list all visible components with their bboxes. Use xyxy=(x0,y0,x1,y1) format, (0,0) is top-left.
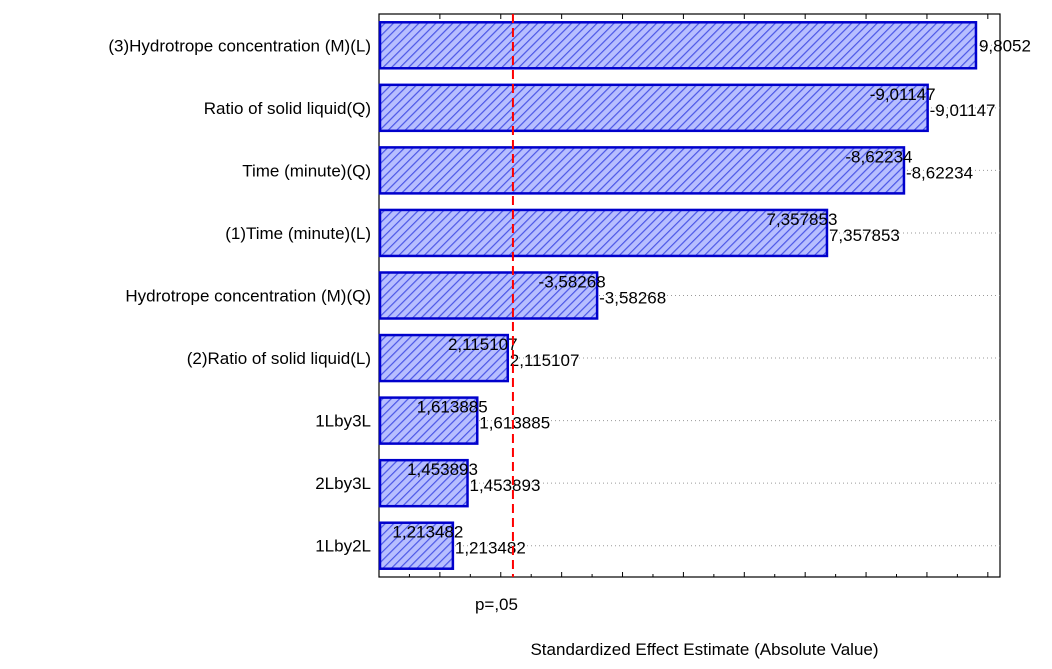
bar xyxy=(378,208,829,258)
category-label: (3)Hydrotrope concentration (M)(L) xyxy=(108,36,371,55)
data-label-top: -3,58268 xyxy=(539,273,606,292)
category-labels: (3)Hydrotrope concentration (M)(L) Ratio … xyxy=(108,36,371,555)
category-label: Ratio of solid liquid(Q) xyxy=(204,99,371,118)
data-label: 9,8052 xyxy=(979,36,1031,55)
data-label-top: -8,62234 xyxy=(845,147,912,166)
category-label: (1)Time (minute)(L) xyxy=(225,224,371,243)
bar xyxy=(378,146,906,195)
data-label-top: 1,213482 xyxy=(392,523,463,542)
category-label: Time (minute)(Q) xyxy=(242,161,371,180)
data-label: -9,01147 xyxy=(930,101,996,120)
bar xyxy=(378,21,978,70)
bar xyxy=(378,333,510,383)
data-label: 1,213482 xyxy=(455,539,526,558)
category-label: 1Lby2L xyxy=(315,537,371,556)
category-label: (2)Ratio of solid liquid(L) xyxy=(187,349,371,368)
data-label-top: 1,453893 xyxy=(407,460,478,479)
data-label-top: 1,613885 xyxy=(417,398,488,417)
x-axis-title: Standardized Effect Estimate (Absolute V… xyxy=(530,640,878,659)
bar xyxy=(378,396,479,445)
bar xyxy=(378,83,929,133)
axis-ticks xyxy=(378,14,989,577)
data-label: 2,115107 xyxy=(510,351,580,370)
significance-label: p=,05 xyxy=(475,595,518,614)
data-label: -8,62234 xyxy=(906,163,973,182)
bar xyxy=(378,521,455,570)
data-label: 1,613885 xyxy=(479,414,550,433)
data-label-top: 2,115107 xyxy=(448,335,518,354)
category-label: Hydrotrope concentration (M)(Q) xyxy=(125,287,371,306)
category-label: 1Lby3L xyxy=(315,412,371,431)
bar xyxy=(378,458,469,508)
category-label: 2Lby3L xyxy=(315,474,371,493)
data-labels: 9,8052 -9,01147-9,01147 -8,62234-8,62234 7,… xyxy=(392,36,1031,557)
data-label-top: -9,01147 xyxy=(870,85,936,104)
data-label-top: 7,357853 xyxy=(767,210,838,229)
bars xyxy=(378,21,978,570)
data-label: -3,58268 xyxy=(599,289,666,308)
data-label: 7,357853 xyxy=(829,226,900,245)
bar xyxy=(378,271,599,320)
data-label: 1,453893 xyxy=(470,476,541,495)
